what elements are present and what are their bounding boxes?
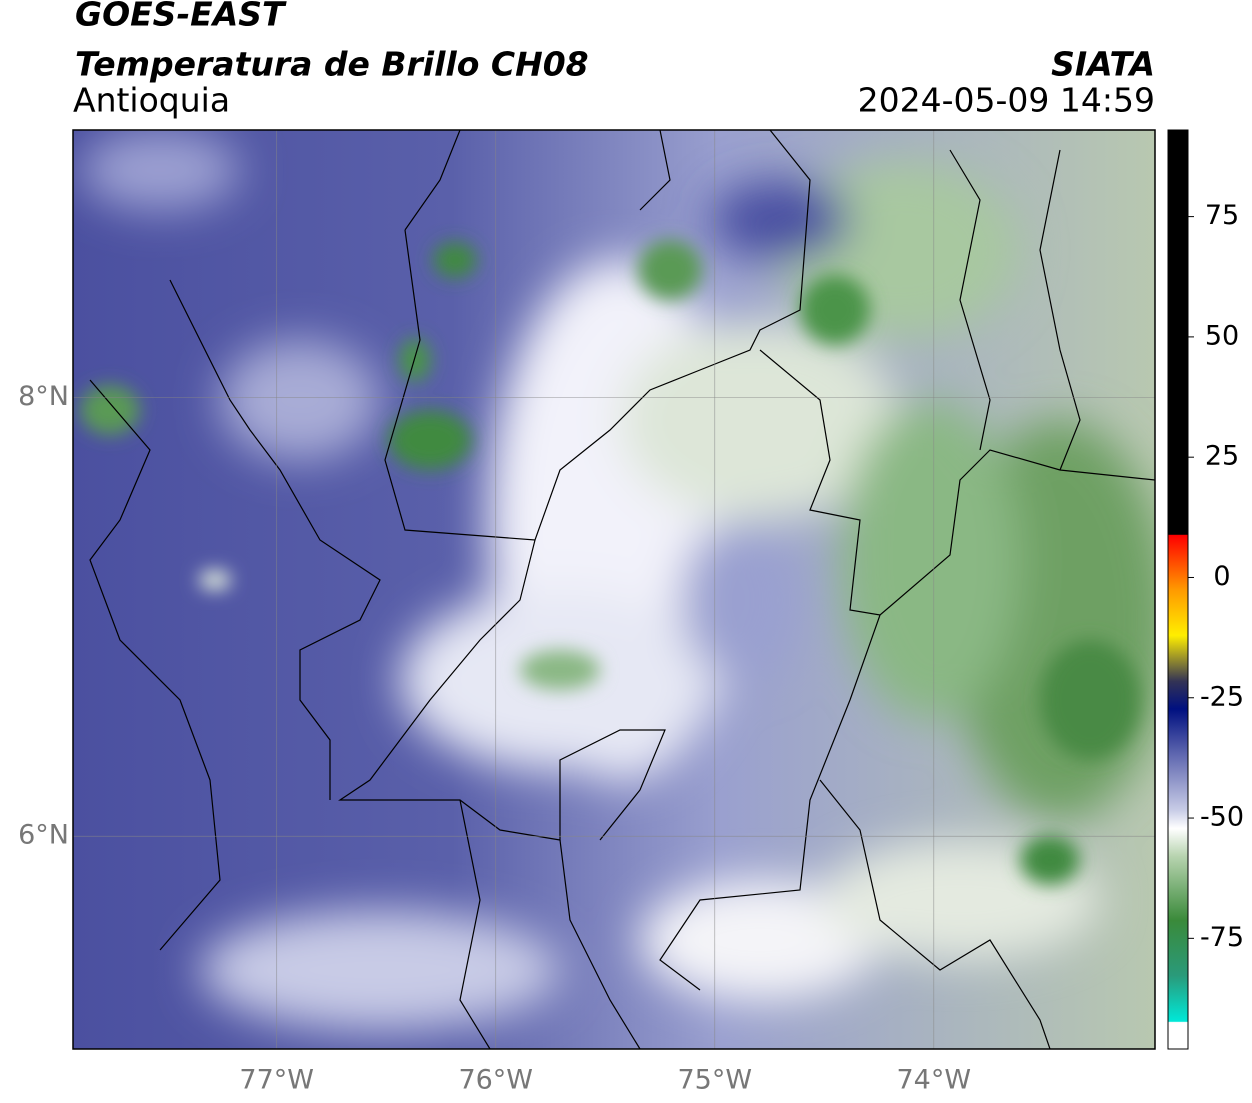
lon-tick-label: 75°W <box>677 1065 752 1096</box>
subtitle: Temperatura de Brillo CH08 <box>75 45 589 84</box>
datetime: 2024-05-09 14:59 <box>858 81 1155 120</box>
lat-tick-label: 8°N <box>18 381 69 412</box>
region: Antioquia <box>73 81 230 120</box>
lon-tick-label: 74°W <box>897 1065 972 1096</box>
colorbar-tick-label: 50 <box>1205 320 1239 351</box>
lon-tick-label: 77°W <box>239 1065 314 1096</box>
colorbar-tick-label: -50 <box>1200 802 1244 833</box>
lat-tick-label: 6°N <box>18 820 69 851</box>
boundaries <box>89 130 1155 1049</box>
colorbar-tick-label: 0 <box>1213 561 1230 592</box>
map-frame <box>72 129 1156 1050</box>
colorbar-tick-label: -25 <box>1200 681 1244 712</box>
colorbar <box>1167 129 1189 1050</box>
title: GOES-EAST <box>75 0 287 34</box>
colorbar-tick-label: 75 <box>1205 200 1239 231</box>
satellite-image <box>73 130 1155 1049</box>
lon-tick-label: 76°W <box>458 1065 533 1096</box>
colorbar-tick-label: 25 <box>1205 441 1239 472</box>
colorbar-tick-label: -75 <box>1200 922 1244 953</box>
source: SIATA <box>1051 45 1155 84</box>
